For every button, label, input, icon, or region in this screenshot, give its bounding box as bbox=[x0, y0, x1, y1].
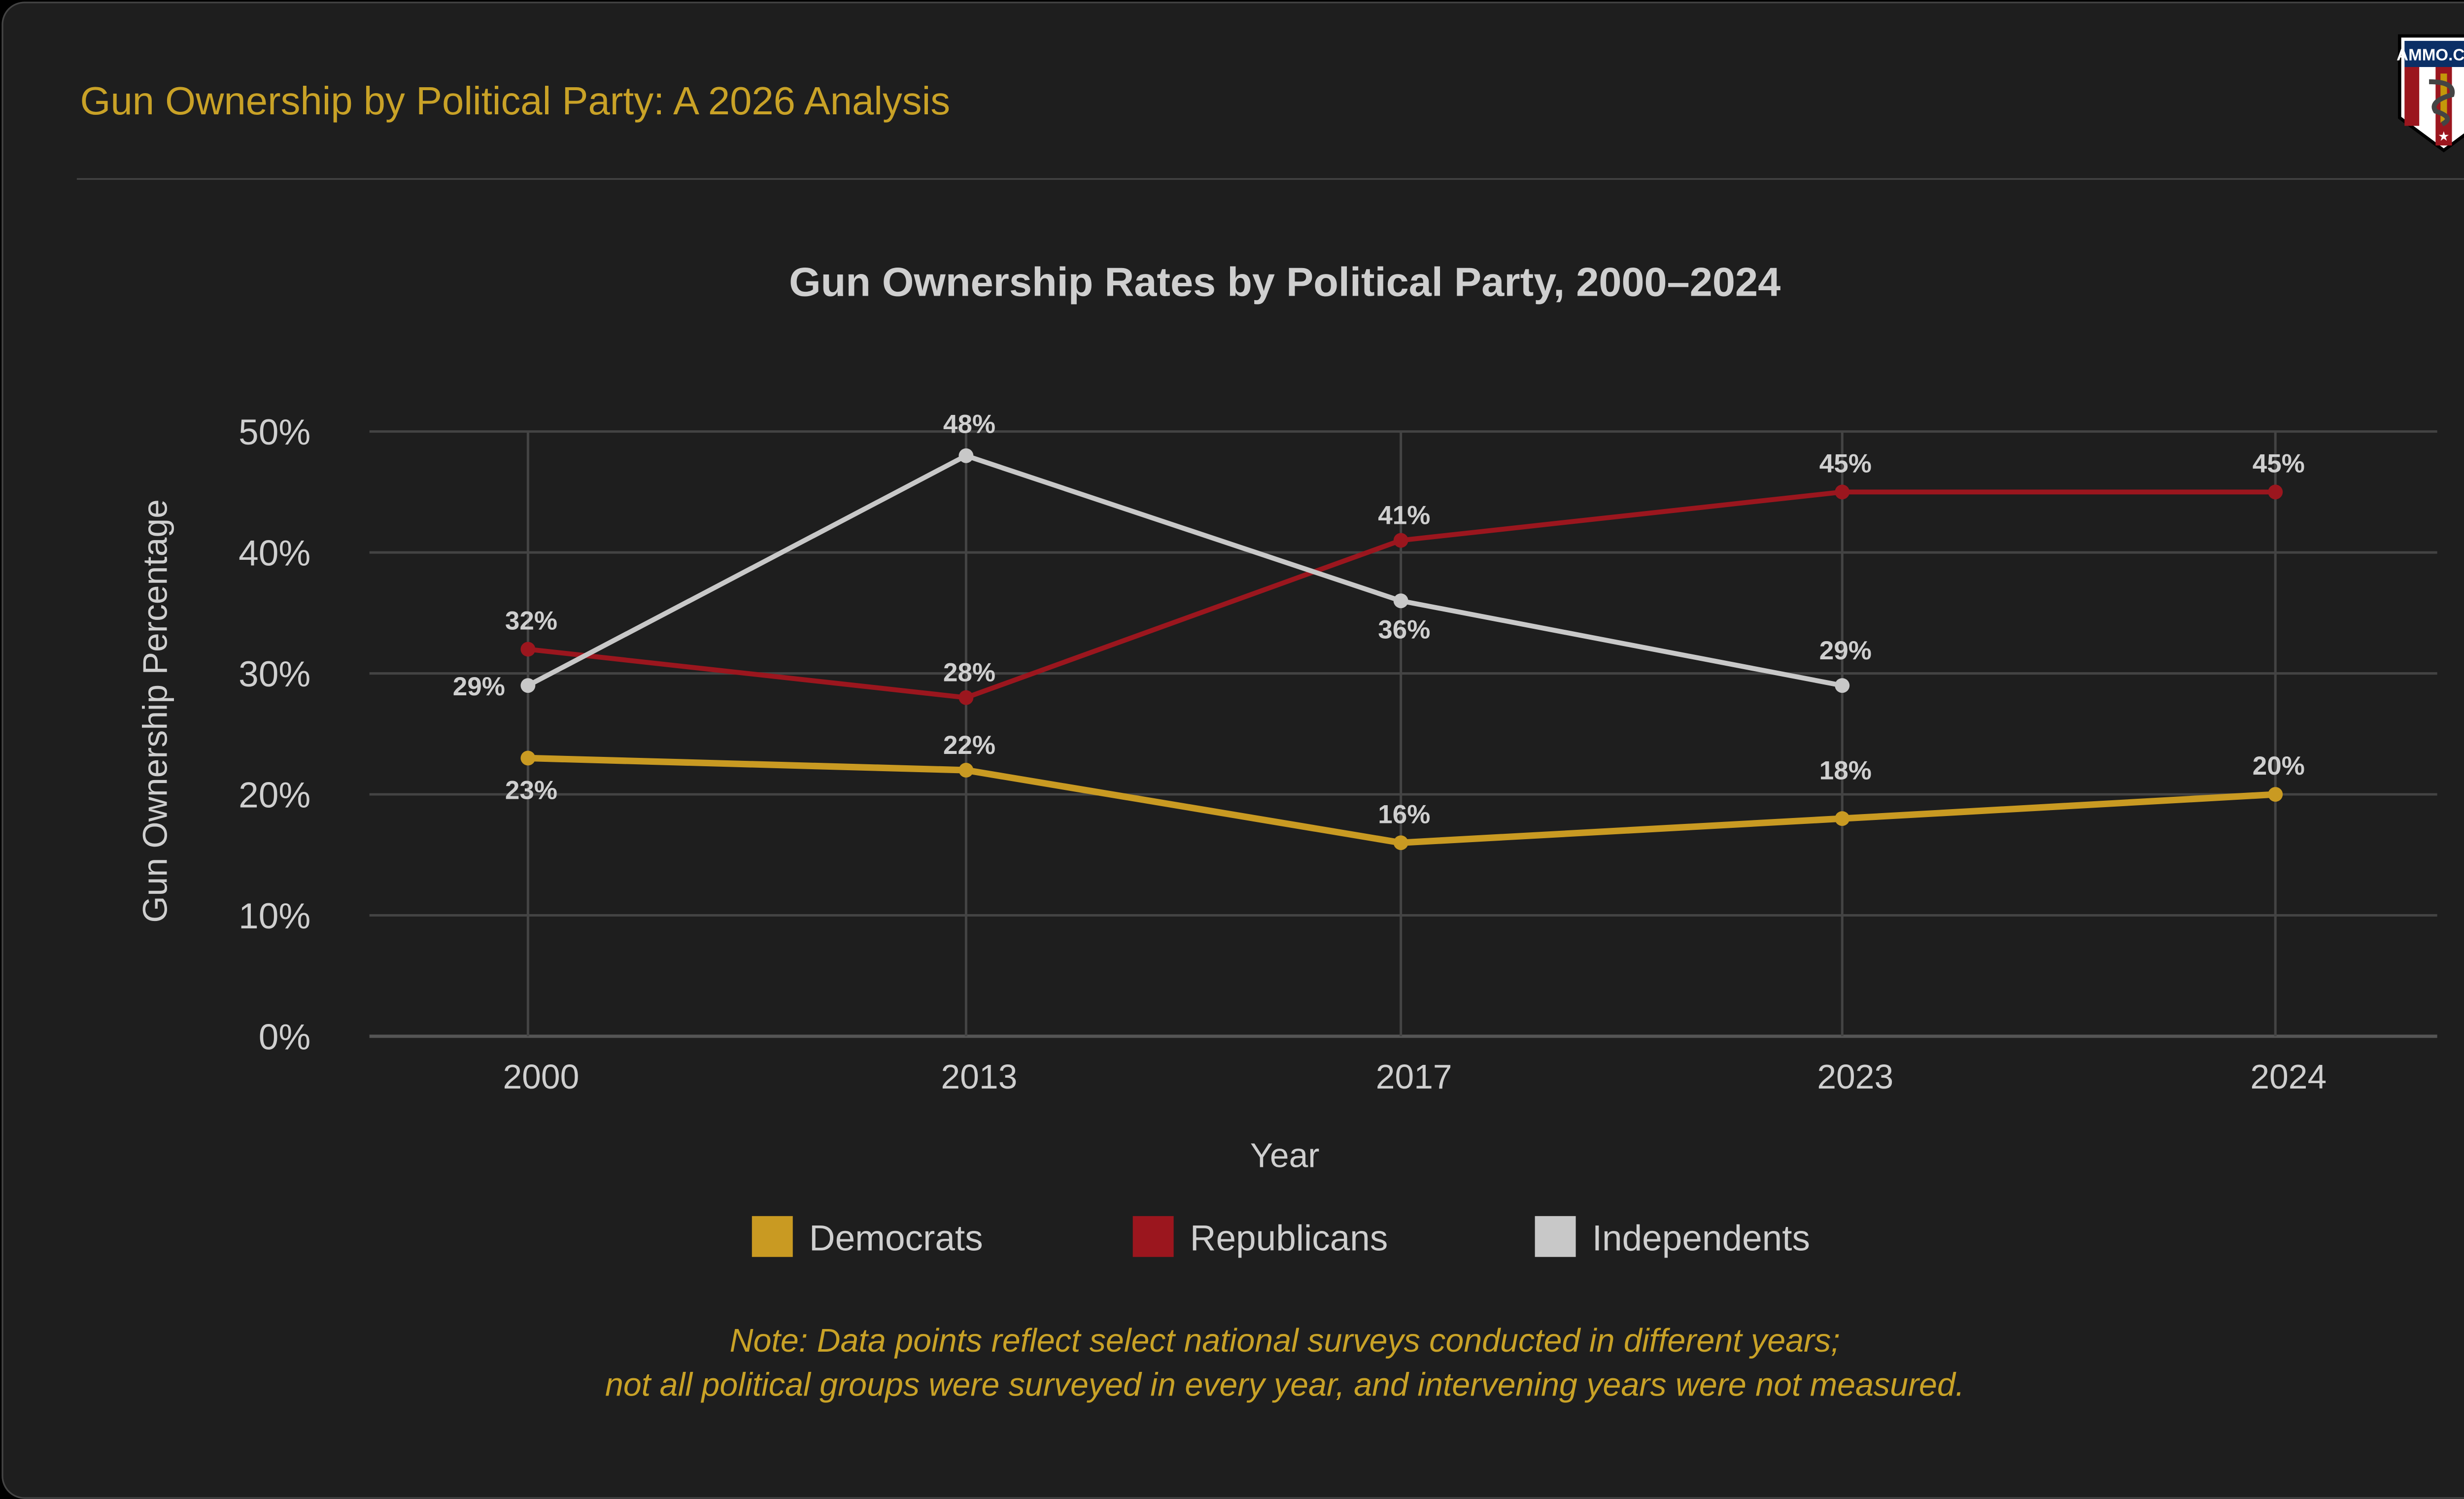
data-point-independents bbox=[1393, 593, 1408, 609]
data-label: 28% bbox=[943, 658, 995, 687]
data-label: 48% bbox=[943, 409, 995, 439]
x-tick-label: 2017 bbox=[1376, 1057, 1452, 1096]
footnote: Note: Data points reflect select nationa… bbox=[3, 1321, 2464, 1409]
data-point-republicans bbox=[520, 642, 536, 657]
data-label: 22% bbox=[943, 731, 995, 760]
legend: Democrats Republicans Independents bbox=[752, 1216, 1810, 1259]
grid: 0% 10% 20% 30% 40% 50% 2000 2013 2017 2023 2024 bbox=[239, 412, 2437, 1096]
legend-swatch-democrats bbox=[752, 1216, 793, 1257]
data-point-democrats bbox=[958, 763, 974, 778]
header-title: Gun Ownership by Political Party: A 2026… bbox=[80, 80, 951, 125]
data-point-democrats bbox=[1393, 835, 1408, 851]
data-label: 45% bbox=[2253, 449, 2305, 478]
ammo-com-logo: AMMO.COM ★ bbox=[2396, 34, 2464, 153]
data-label: 16% bbox=[1378, 800, 1430, 829]
data-point-independents bbox=[1835, 678, 1850, 693]
x-tick-label: 2024 bbox=[2250, 1057, 2327, 1096]
legend-label-democrats[interactable]: Democrats bbox=[809, 1219, 983, 1259]
line-chart: Gun Ownership Rates by Political Party, … bbox=[136, 259, 2437, 1259]
legend-swatch-republicans bbox=[1132, 1216, 1174, 1257]
data-point-democrats bbox=[520, 750, 536, 766]
svg-text:AMMO.COM: AMMO.COM bbox=[2396, 46, 2464, 65]
footnote-line-1: Note: Data points reflect select nationa… bbox=[729, 1324, 1840, 1360]
data-point-republicans bbox=[2268, 484, 2283, 500]
x-tick-label: 2000 bbox=[503, 1057, 579, 1096]
x-tick-label: 2013 bbox=[941, 1057, 1017, 1096]
y-tick-label: 40% bbox=[239, 534, 310, 574]
y-tick-label: 50% bbox=[239, 412, 310, 452]
data-label: 41% bbox=[1378, 501, 1430, 530]
data-label: 29% bbox=[453, 672, 505, 701]
data-point-independents bbox=[520, 678, 536, 693]
y-axis-label: Gun Ownership Percentage bbox=[136, 499, 174, 922]
chart-title: Gun Ownership Rates by Political Party, … bbox=[789, 259, 1780, 305]
legend-label-republicans[interactable]: Republicans bbox=[1190, 1219, 1388, 1259]
data-point-democrats bbox=[1835, 811, 1850, 826]
footnote-line-2: not all political groups were surveyed i… bbox=[605, 1368, 1965, 1404]
y-tick-label: 30% bbox=[239, 654, 310, 694]
data-label: 45% bbox=[1819, 449, 1872, 478]
x-axis-label: Year bbox=[1250, 1136, 1320, 1174]
x-tick-label: 2023 bbox=[1817, 1057, 1893, 1096]
data-label: 36% bbox=[1378, 615, 1430, 645]
data-label: 18% bbox=[1819, 756, 1872, 785]
data-point-democrats bbox=[2268, 787, 2283, 802]
y-tick-label: 20% bbox=[239, 776, 310, 816]
legend-label-independents[interactable]: Independents bbox=[1592, 1219, 1810, 1259]
legend-swatch-independents bbox=[1535, 1216, 1576, 1257]
svg-text:★: ★ bbox=[2438, 129, 2450, 143]
y-tick-label: 10% bbox=[239, 896, 310, 936]
data-label: 20% bbox=[2253, 751, 2305, 781]
header-divider bbox=[76, 178, 2464, 180]
data-label: 23% bbox=[505, 776, 557, 805]
data-label: 32% bbox=[505, 607, 557, 636]
data-point-republicans bbox=[958, 690, 974, 705]
data-labels: 23% 22% 16% 18% 20% 32% 28% 41% 45% 45% 29% 48% 36% 2… bbox=[453, 409, 2305, 829]
series-line-independents bbox=[527, 453, 1843, 688]
data-point-republicans bbox=[1393, 533, 1408, 548]
y-tick-label: 0% bbox=[259, 1018, 310, 1057]
data-point-independents bbox=[958, 448, 974, 463]
series-lines bbox=[520, 448, 2283, 851]
data-label: 29% bbox=[1819, 636, 1872, 665]
data-point-republicans bbox=[1835, 484, 1850, 500]
